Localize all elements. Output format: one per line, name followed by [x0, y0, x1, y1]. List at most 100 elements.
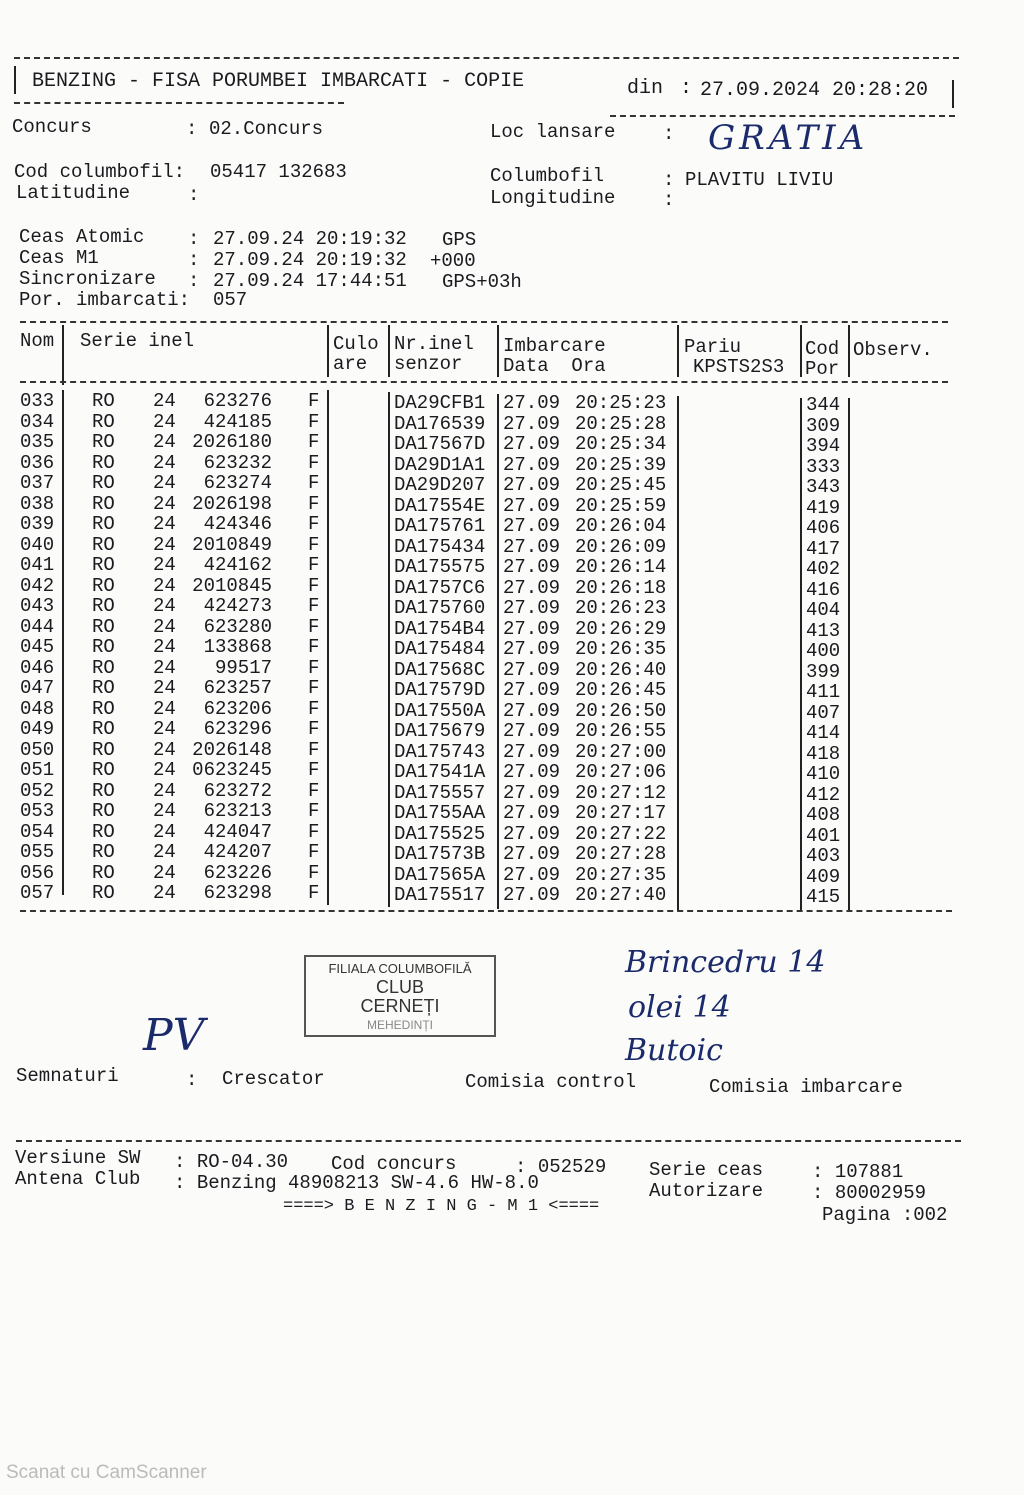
col-divider [800, 325, 802, 377]
row-cod-por: 344 [806, 394, 841, 416]
row-year: 24 [153, 841, 176, 864]
row-sex: F [308, 472, 320, 495]
row-date: 27.09 [503, 781, 561, 804]
row-cod-por: 333 [806, 455, 841, 478]
colon: : [188, 249, 200, 271]
colon: : [188, 228, 200, 250]
row-cod-por: 404 [806, 599, 841, 622]
date-label: din [627, 77, 664, 100]
latitudine-label: Latitudine [16, 182, 131, 204]
row-sensor: DA175761 [394, 515, 486, 538]
row-sensor: DA175575 [394, 556, 486, 579]
row-country: RO [92, 718, 115, 741]
divider [14, 102, 344, 104]
row-nom: 035 [20, 431, 55, 454]
row-country: RO [92, 636, 115, 659]
table-row: 057 RO 24 623298 F DA175517 27.09 20:27:40 415 [0, 883, 860, 907]
colon: : [663, 123, 675, 145]
row-time: 20:26:45 [575, 679, 667, 702]
club-stamp: FILIALA COLUMBOFILĂ CLUB CERNEȚI MEHEDIN… [304, 955, 496, 1037]
row-year: 24 [153, 718, 176, 741]
row-nom: 055 [20, 841, 55, 864]
row-sensor: DA17573B [394, 843, 486, 866]
col-divider [677, 325, 679, 377]
row-ring-number: 2010845 [192, 574, 272, 597]
row-ring-number: 133868 [203, 636, 272, 659]
row-sex: F [308, 697, 320, 720]
sync-label: Sincronizare [19, 268, 156, 290]
header-nr-inel: Nr.inel [394, 333, 474, 355]
ceas-atomic-label: Ceas Atomic [19, 226, 145, 248]
row-sex: F [308, 595, 320, 618]
row-nom: 056 [20, 861, 55, 884]
row-date: 27.09 [503, 597, 561, 620]
row-country: RO [92, 656, 115, 679]
row-date: 27.09 [503, 474, 561, 497]
table-row: 040 RO 24 2010849 F DA175434 27.09 20:26:09 417 [0, 533, 860, 559]
row-date: 27.09 [503, 453, 561, 476]
row-sex: F [308, 636, 320, 659]
header-imbarcare: Imbarcare [503, 335, 606, 357]
row-time: 20:26:04 [575, 515, 667, 538]
row-sex: F [308, 554, 320, 577]
row-country: RO [92, 738, 115, 761]
row-cod-por: 401 [806, 824, 841, 847]
row-date: 27.09 [503, 433, 561, 456]
loc-lansare-value: GRATIA [708, 118, 869, 158]
header-nom: Nom [20, 330, 55, 352]
colon: : [663, 169, 675, 191]
stamp-line: CERNEȚI [360, 996, 440, 1016]
row-sensor: DA29D207 [394, 474, 486, 497]
row-country: RO [92, 533, 115, 556]
row-date: 27.09 [503, 576, 561, 599]
row-nom: 047 [20, 677, 55, 700]
row-time: 20:25:23 [575, 392, 667, 414]
row-ring-number: 424047 [203, 820, 272, 843]
row-time: 20:25:28 [575, 412, 667, 435]
antena-value: : Benzing 48908213 SW-4.6 HW-8.0 [174, 1172, 539, 1194]
row-ring-number: 424185 [203, 410, 272, 433]
row-country: RO [92, 554, 115, 577]
row-year: 24 [153, 636, 176, 659]
row-ring-number: 424162 [203, 554, 272, 577]
row-ring-number: 424207 [203, 841, 272, 864]
row-nom: 045 [20, 636, 55, 659]
concurs-value: 02.Concurs [209, 118, 324, 140]
row-time: 20:26:55 [575, 720, 667, 743]
row-time: 20:26:35 [575, 638, 667, 661]
table-row: 051 RO 24 0623245 F DA17541A 27.09 20:27:06 410 [0, 759, 860, 784]
row-year: 24 [153, 513, 176, 536]
header-data-ora: Data Ora [503, 355, 606, 377]
row-date: 27.09 [503, 412, 561, 435]
divider [952, 80, 954, 108]
row-year: 24 [153, 800, 176, 823]
row-nom: 054 [20, 820, 55, 843]
row-sex: F [308, 759, 320, 782]
row-year: 24 [153, 533, 176, 556]
row-year: 24 [153, 451, 176, 474]
row-cod-por: 402 [806, 558, 841, 581]
row-date: 27.09 [503, 679, 561, 702]
row-country: RO [92, 861, 115, 884]
row-cod-por: 410 [806, 763, 841, 786]
col-divider [497, 325, 499, 377]
table-row: 044 RO 24 623280 F DA1754B4 27.09 20:26:29 413 [0, 617, 860, 641]
row-cod-por: 309 [806, 414, 841, 437]
col-divider [327, 325, 329, 377]
document-title: BENZING - FISA PORUMBEI IMBARCATI - COPI… [32, 70, 525, 93]
table-row: 036 RO 24 623232 F DA29D1A1 27.09 20:25:39 333 [0, 451, 860, 477]
col-divider [327, 390, 329, 905]
columbofil-label: Columbofil [490, 165, 605, 187]
row-year: 24 [153, 390, 176, 412]
row-nom: 050 [20, 738, 55, 761]
row-ring-number: 2026198 [192, 492, 272, 515]
row-nom: 038 [20, 492, 55, 515]
row-cod-por: 343 [806, 476, 841, 499]
header-senzor: senzor [394, 353, 463, 375]
row-sex: F [308, 861, 320, 884]
row-country: RO [92, 390, 115, 412]
row-nom: 036 [20, 451, 55, 474]
divider [14, 57, 959, 59]
row-sex: F [308, 779, 320, 802]
row-country: RO [92, 697, 115, 720]
